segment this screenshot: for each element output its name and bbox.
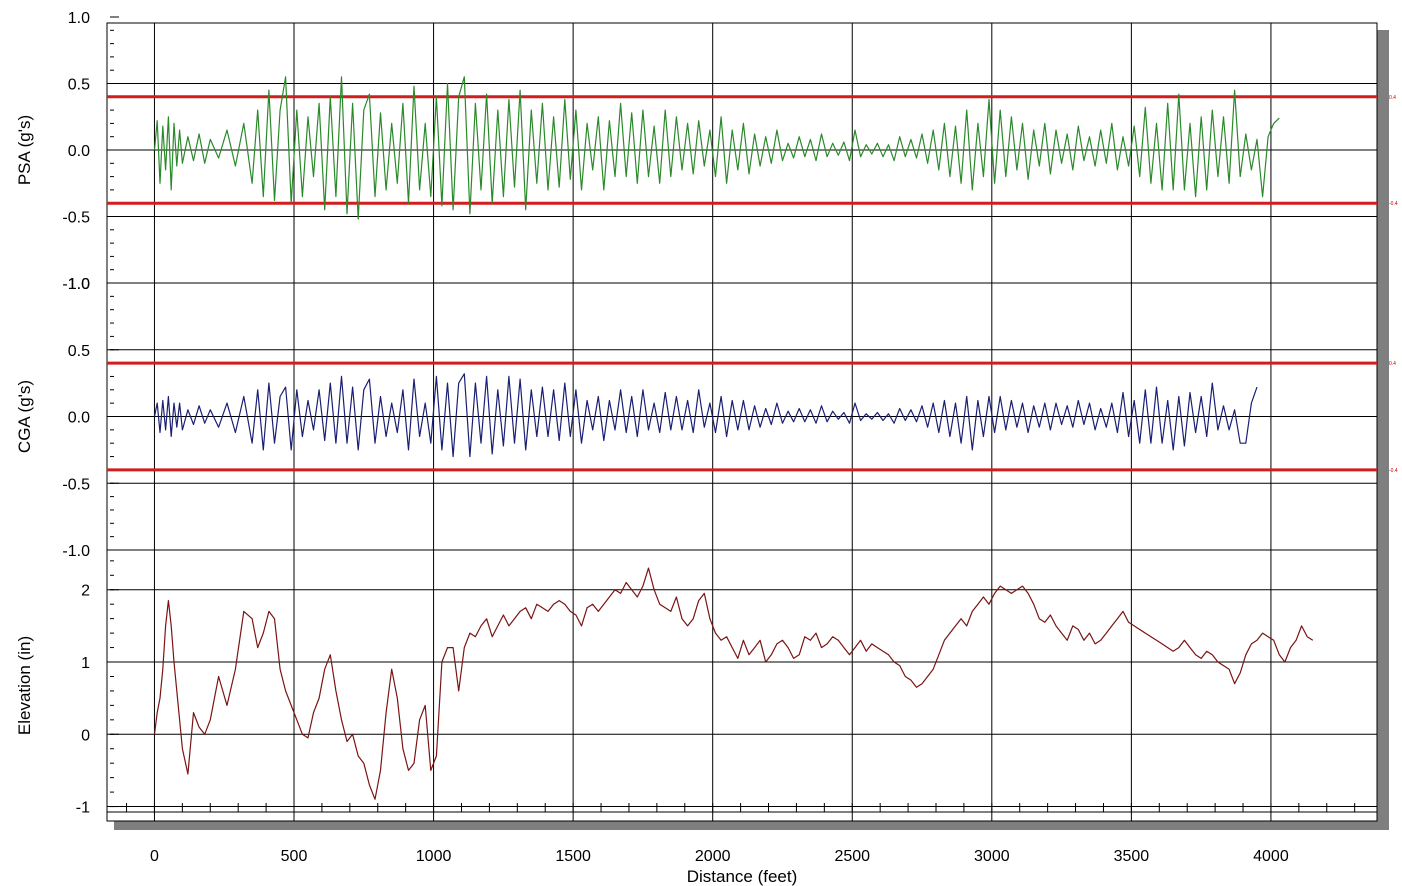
chart-panels: 1.0 0.5 0.0 -0.5 -1.0 0.4 -0.4 PSA (g's) 1.0 0.5 0… xyxy=(15,10,1398,822)
panel-cga-tick-label-4: -1.0 xyxy=(62,543,90,560)
panel-psa-tick-label-2: 0.0 xyxy=(68,143,90,160)
x-tick-label-5: 2500 xyxy=(834,848,870,865)
x-axis: 0 500 1000 1500 2000 2500 3000 3500 4000 xyxy=(107,803,1377,865)
x-axis-title: Distance (feet) xyxy=(687,867,798,886)
panel-psa-series-line-0 xyxy=(153,76,1280,220)
panel-cga-threshold-label-1: -0.4 xyxy=(1389,468,1398,474)
panel-cga: 1.0 0.5 0.0 -0.5 -1.0 0.4 -0.4 CGA (g's) xyxy=(15,276,1398,560)
panel-elevation-tick-label-0: 2 xyxy=(81,583,90,600)
panel-psa-threshold-label-0: 0.4 xyxy=(1389,95,1396,101)
panel-cga-series-line-0 xyxy=(153,373,1258,458)
panel-psa-tick-label-0: 1.0 xyxy=(68,10,90,27)
panel-elevation-series-line-0 xyxy=(153,567,1314,800)
panel-elevation-tick-label-2: 0 xyxy=(81,727,90,744)
panel-elevation-tick-label-3: -1 xyxy=(76,800,90,817)
panel-elevation-tick-label-1: 1 xyxy=(81,655,90,672)
panel-psa-threshold-label-1: -0.4 xyxy=(1389,201,1398,207)
panel-cga-threshold-label-0: 0.4 xyxy=(1389,361,1396,367)
panel-psa-y-axis-title: PSA (g's) xyxy=(15,115,34,185)
panel-cga-tick-label-1: 0.5 xyxy=(68,343,90,360)
x-tick-label-6: 3000 xyxy=(974,848,1010,865)
x-tick-label-3: 1500 xyxy=(555,848,591,865)
x-tick-label-0: 0 xyxy=(150,848,159,865)
panel-cga-tick-label-3: -0.5 xyxy=(62,476,90,493)
panel-psa: 1.0 0.5 0.0 -0.5 -1.0 0.4 -0.4 PSA (g's) xyxy=(15,10,1398,293)
panel-elevation: 2 1 0 -1 Elevation (in) xyxy=(15,560,1377,822)
x-tick-label-8: 4000 xyxy=(1253,848,1289,865)
panel-psa-tick-label-1: 0.5 xyxy=(68,77,90,94)
x-tick-label-7: 3500 xyxy=(1114,848,1150,865)
panel-cga-tick-label-2: 0.0 xyxy=(68,410,90,427)
x-tick-label-1: 500 xyxy=(281,848,308,865)
panel-elevation-axis: 2 1 0 -1 xyxy=(76,560,1377,822)
panel-cga-tick-label-0: 1.0 xyxy=(68,276,90,293)
panel-psa-tick-label-3: -0.5 xyxy=(62,210,90,227)
panel-psa-tick-label-4: -1.0 xyxy=(62,276,90,293)
panel-elevation-y-axis-title: Elevation (in) xyxy=(15,636,34,735)
x-tick-label-2: 1000 xyxy=(416,848,452,865)
panel-cga-y-axis-title: CGA (g's) xyxy=(15,380,34,453)
x-tick-label-4: 2000 xyxy=(695,848,731,865)
